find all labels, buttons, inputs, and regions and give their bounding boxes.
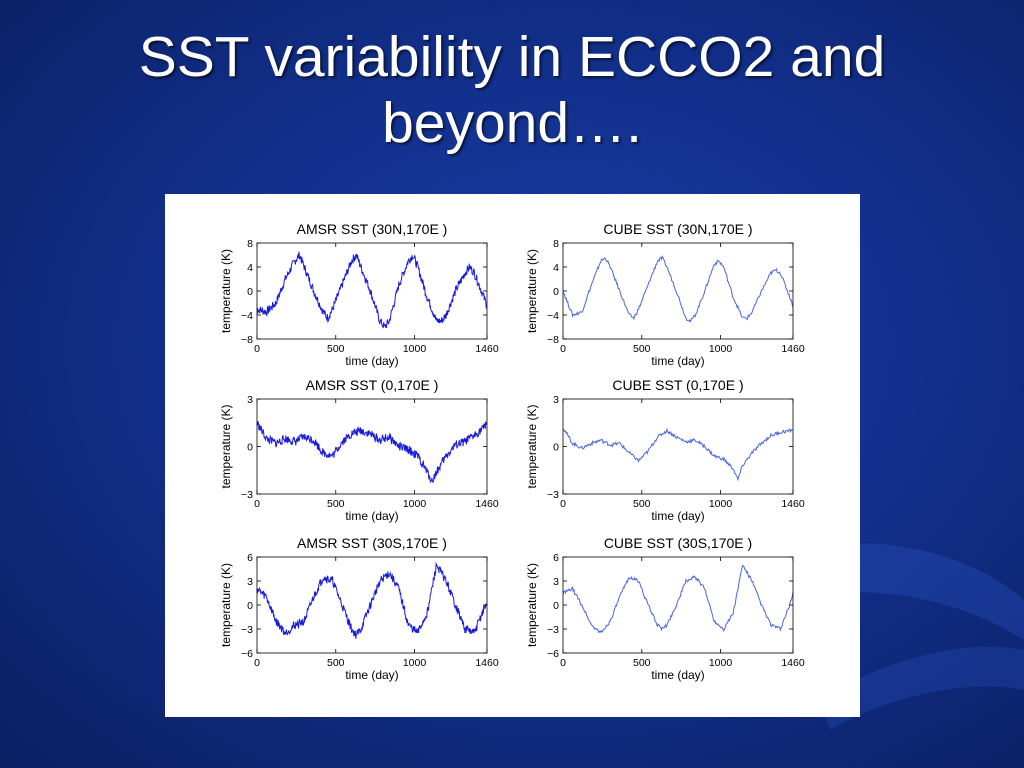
y-tick-label: 8 xyxy=(247,238,253,250)
chart-title: AMSR SST (30N,170E ) xyxy=(297,221,448,237)
chart-panel-1: −8 −4 0 4 8 0 500 1000 1460 AMSR SST (30N,170E ) t… xyxy=(219,221,499,368)
x-tick-label: 1460 xyxy=(475,343,499,355)
chart-figure: −8 −4 0 4 8 0 500 1000 1460 AMSR SST (30N,170E ) t… xyxy=(165,194,860,717)
chart-title: CUBE SST (0,170E ) xyxy=(612,377,743,393)
axes-frame xyxy=(562,556,794,654)
x-tick-label: 0 xyxy=(560,657,566,669)
x-tick-label: 500 xyxy=(327,498,345,510)
y-tick-label: 3 xyxy=(553,394,559,406)
y-tick-label: 0 xyxy=(553,286,559,298)
y-tick-label: 3 xyxy=(553,576,559,588)
y-tick-label: 3 xyxy=(247,394,253,406)
y-axis-label: temperature (K) xyxy=(219,404,233,488)
x-tick-label: 500 xyxy=(327,657,345,669)
y-tick-label: 0 xyxy=(247,600,253,612)
x-tick-label: 0 xyxy=(560,343,566,355)
x-tick-label: 500 xyxy=(633,343,651,355)
chart-panel-6: −6 −3 0 3 6 0 500 1000 1460 CUBE SST (30S,170E ) t… xyxy=(525,535,805,682)
x-tick-label: 1000 xyxy=(709,498,733,510)
y-tick-label: −6 xyxy=(241,648,253,660)
series-line xyxy=(256,561,488,639)
y-tick-label: 0 xyxy=(553,600,559,612)
y-axis-label: temperature (K) xyxy=(525,404,539,488)
x-tick-label: 0 xyxy=(254,343,260,355)
axes-frame xyxy=(256,556,488,654)
y-tick-label: 3 xyxy=(247,576,253,588)
chart-title: AMSR SST (0,170E ) xyxy=(306,377,439,393)
chart-title: AMSR SST (30S,170E ) xyxy=(297,535,447,551)
x-axis-label: time (day) xyxy=(345,354,398,368)
x-axis-label: time (day) xyxy=(651,509,704,523)
charts-svg: −8 −4 0 4 8 0 500 1000 1460 AMSR SST (30N,170E ) t… xyxy=(219,221,805,682)
chart-title: CUBE SST (30N,170E ) xyxy=(603,221,752,237)
y-axis-label: temperature (K) xyxy=(525,249,539,333)
y-axis-label: temperature (K) xyxy=(525,563,539,647)
slide-title-line-1: SST variability in ECCO2 and xyxy=(138,25,886,89)
axes-frame xyxy=(562,242,794,340)
y-tick-label: 0 xyxy=(247,442,253,454)
x-axis-label: time (day) xyxy=(651,668,704,682)
x-tick-label: 1000 xyxy=(403,657,427,669)
y-tick-label: −8 xyxy=(241,334,253,346)
y-tick-label: 4 xyxy=(247,262,253,274)
y-tick-label: −6 xyxy=(547,648,559,660)
x-tick-label: 1460 xyxy=(781,343,805,355)
x-tick-label: 1000 xyxy=(403,498,427,510)
x-tick-label: 1460 xyxy=(781,657,805,669)
x-tick-label: 500 xyxy=(633,498,651,510)
axes-frame xyxy=(256,242,488,340)
x-axis-label: time (day) xyxy=(651,354,704,368)
chart-title: CUBE SST (30S,170E ) xyxy=(604,535,752,551)
x-tick-label: 0 xyxy=(254,498,260,510)
x-tick-label: 0 xyxy=(254,657,260,669)
series-line xyxy=(562,564,794,634)
x-tick-label: 1460 xyxy=(475,498,499,510)
slide-title-line-2: beyond…. xyxy=(382,91,642,155)
y-tick-label: −3 xyxy=(547,624,559,636)
x-tick-label: 1000 xyxy=(709,657,733,669)
x-axis-label: time (day) xyxy=(345,668,398,682)
chart-panel-2: −8 −4 0 4 8 0 500 1000 1460 CUBE SST (30N,170E ) t… xyxy=(525,221,805,368)
y-tick-label: −3 xyxy=(547,489,559,501)
slide-title: SST variability in ECCO2 and beyond…. xyxy=(0,24,1024,156)
series-line xyxy=(562,427,794,482)
x-tick-label: 1000 xyxy=(403,343,427,355)
y-tick-label: 4 xyxy=(553,262,559,274)
series-line xyxy=(256,251,488,329)
y-tick-label: −8 xyxy=(547,334,559,346)
x-tick-label: 1460 xyxy=(781,498,805,510)
chart-panel-5: −6 −3 0 3 6 0 500 1000 1460 AMSR SST (30S,170E ) t… xyxy=(219,535,499,682)
y-tick-label: 6 xyxy=(247,552,253,564)
x-tick-label: 500 xyxy=(327,343,345,355)
y-tick-label: −3 xyxy=(241,489,253,501)
y-tick-label: −3 xyxy=(241,624,253,636)
x-tick-label: 0 xyxy=(560,498,566,510)
y-tick-label: 0 xyxy=(247,286,253,298)
y-tick-label: 6 xyxy=(553,552,559,564)
x-axis-label: time (day) xyxy=(345,509,398,523)
series-line xyxy=(562,255,794,323)
series-line xyxy=(256,420,488,484)
y-tick-label: −4 xyxy=(241,310,253,322)
y-tick-label: −4 xyxy=(547,310,559,322)
x-tick-label: 1460 xyxy=(475,657,499,669)
y-tick-label: 8 xyxy=(553,238,559,250)
x-tick-label: 1000 xyxy=(709,343,733,355)
y-tick-label: 0 xyxy=(553,442,559,454)
y-axis-label: temperature (K) xyxy=(219,249,233,333)
y-axis-label: temperature (K) xyxy=(219,563,233,647)
x-tick-label: 500 xyxy=(633,657,651,669)
